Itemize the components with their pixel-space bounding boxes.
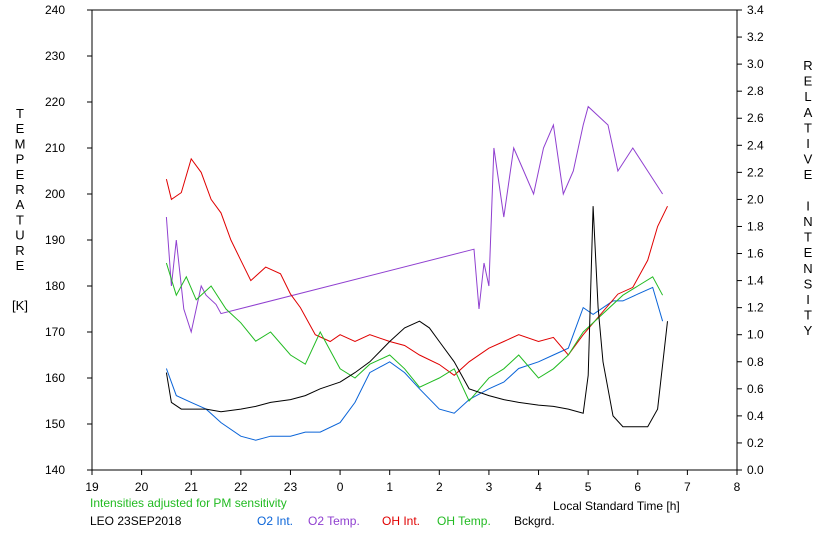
x-tick-label: 21 — [185, 480, 199, 494]
x-tick-label: 23 — [284, 480, 298, 494]
x-tick-label: 7 — [684, 480, 691, 494]
y-left-tick-label: 210 — [45, 141, 65, 155]
y-right-tick-label: 0.4 — [747, 409, 764, 423]
y-left-tick-label: 160 — [45, 371, 65, 385]
x-tick-label: 6 — [634, 480, 641, 494]
y-right-tick-label: 0.6 — [747, 382, 764, 396]
series-bckgrd — [165, 206, 668, 428]
y-right-title-letter: E — [804, 245, 813, 260]
y-right-tick-label: 0.8 — [747, 355, 764, 369]
y-right-tick-label: 1.4 — [747, 274, 764, 288]
y-right-tick-label: 1.8 — [747, 219, 764, 233]
y-right-title-letter: T — [804, 120, 812, 135]
y-right-tick-label: 3.4 — [747, 3, 764, 17]
y-left-tick-label: 220 — [45, 95, 65, 109]
legend-entry: OH Temp. — [437, 514, 491, 528]
y-right-title-letter: E — [804, 167, 813, 182]
y-right-tick-label: 3.0 — [747, 57, 764, 71]
y-left-title-letter: M — [15, 136, 26, 151]
y-left-title-letter: R — [15, 182, 24, 197]
y-left-tick-label: 230 — [45, 49, 65, 63]
series-oh-int — [165, 157, 668, 376]
site-date-label: LEO 23SEP2018 — [90, 514, 182, 528]
series-line — [165, 105, 664, 334]
y-right-title-letter: N — [803, 261, 812, 276]
x-tick-label: 4 — [535, 480, 542, 494]
legend-entry: O2 Temp. — [308, 514, 360, 528]
y-right-tick-label: 2.8 — [747, 84, 764, 98]
y-right-title-letter: T — [804, 308, 812, 323]
x-tick-label: 3 — [486, 480, 493, 494]
y-left-title-letter: R — [15, 243, 24, 258]
y-right-tick-label: 1.2 — [747, 301, 764, 315]
x-tick-label: 22 — [234, 480, 248, 494]
y-left-title-letter: U — [15, 228, 24, 243]
y-left-tick-label: 240 — [45, 3, 65, 17]
y-left-title-letter: E — [16, 258, 25, 273]
y-right-tick-label: 2.6 — [747, 111, 764, 125]
series-layer — [165, 105, 668, 441]
y-left-title-letter: T — [16, 106, 24, 121]
y-right-tick-label: 2.2 — [747, 165, 764, 179]
y-right-tick-label: 3.2 — [747, 30, 764, 44]
y-right-tick-label: 0.0 — [747, 463, 764, 477]
y-right-title-letter: I — [806, 198, 810, 213]
x-tick-label: 19 — [85, 480, 99, 494]
y-right-title-letter: E — [804, 74, 813, 89]
x-tick-label: 8 — [734, 480, 741, 494]
x-axis-title: Local Standard Time [h] — [553, 499, 680, 513]
y-right-tick-label: 2.0 — [747, 192, 764, 206]
y-right-title-letter: T — [804, 230, 812, 245]
series-line — [165, 206, 668, 428]
y-right-title-letter: I — [806, 292, 810, 307]
y-right-title-letter: R — [803, 58, 812, 73]
series-oh-temp — [165, 262, 664, 402]
y-left-tick-label: 180 — [45, 279, 65, 293]
y-right-tick-label: 0.2 — [747, 436, 764, 450]
series-line — [165, 262, 664, 402]
x-tick-label: 0 — [337, 480, 344, 494]
legend: O2 Int. O2 Temp. OH Int. OH Temp. Bckgrd. — [0, 514, 828, 530]
y-left-unit: [K] — [12, 298, 28, 313]
series-line — [165, 157, 668, 376]
y-right-title-letter: L — [804, 89, 811, 104]
x-tick-label: 5 — [585, 480, 592, 494]
y-left-tick-label: 140 — [45, 463, 65, 477]
y-right-title-letter: S — [804, 276, 813, 291]
y-left-tick-label: 150 — [45, 417, 65, 431]
y-right-title-letter: A — [804, 105, 813, 120]
series-o2-temp — [165, 105, 664, 334]
y-right-title-letter: I — [806, 136, 810, 151]
y-left-title-letter: A — [16, 197, 25, 212]
y-right-tick-label: 1.0 — [747, 328, 764, 342]
legend-entry: Bckgrd. — [514, 514, 555, 528]
y-right-title-letter: Y — [804, 323, 813, 338]
y-left-tick-label: 190 — [45, 233, 65, 247]
y-right-title-letter: V — [804, 152, 813, 167]
axes: 19 20 21 22 23 0 1 2 3 4 5 6 7 8140150160170180190200… — [45, 3, 764, 494]
y-left-title-letter: T — [16, 212, 24, 227]
x-tick-label: 1 — [386, 480, 393, 494]
y-right-title-letter: N — [803, 214, 812, 229]
y-left-title-letter: P — [16, 152, 25, 167]
y-left-tick-label: 170 — [45, 325, 65, 339]
y-left-tick-label: 200 — [45, 187, 65, 201]
legend-entry: OH Int. — [382, 514, 421, 528]
y-right-tick-label: 2.4 — [747, 138, 764, 152]
y-right-tick-label: 1.6 — [747, 247, 764, 261]
x-tick-label: 2 — [436, 480, 443, 494]
y-left-title-letter: E — [16, 167, 25, 182]
x-tick-label: 20 — [135, 480, 149, 494]
pm-sensitivity-note: Intensities adjusted for PM sensitivity — [90, 496, 287, 510]
y-left-title-letter: E — [16, 121, 25, 136]
legend-entry: O2 Int. — [257, 514, 294, 528]
